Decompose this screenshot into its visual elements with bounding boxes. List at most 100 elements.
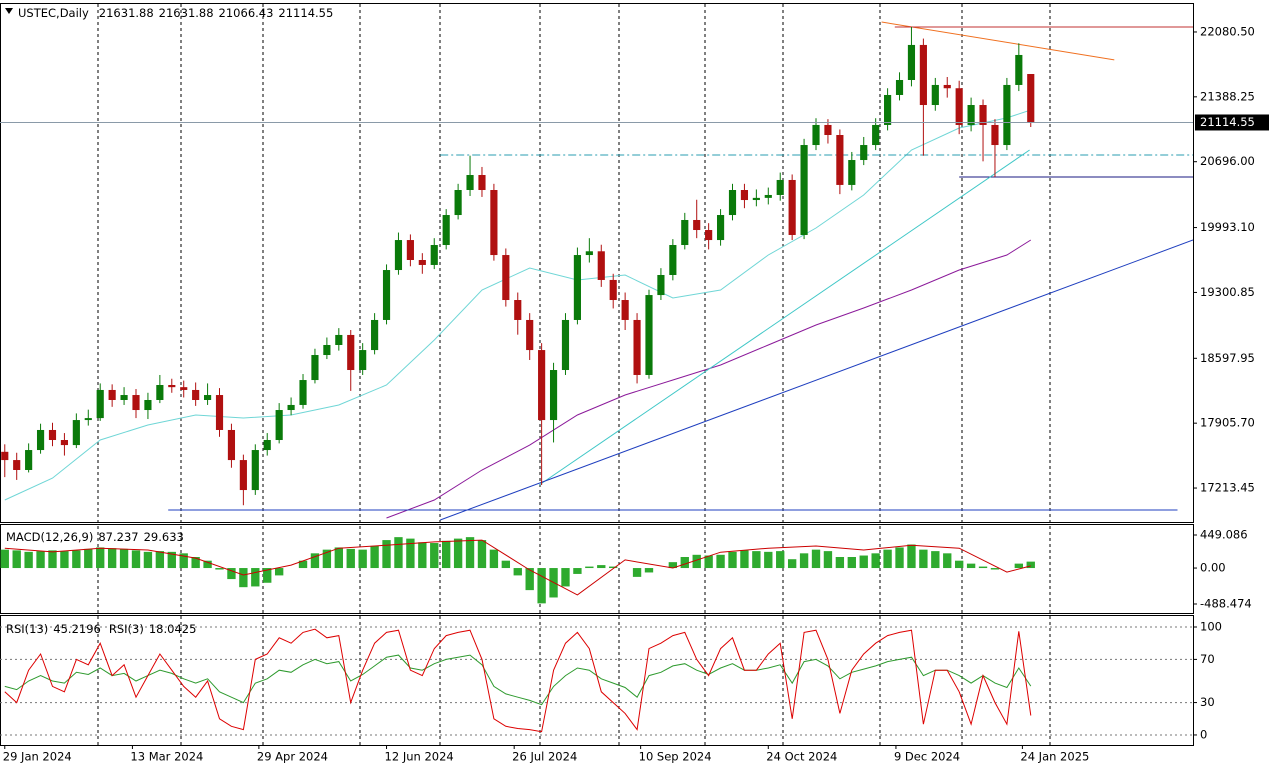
- y-tick-label: 449.086: [1200, 528, 1248, 542]
- indicator-value: 87.237: [98, 530, 138, 544]
- candle-body: [263, 440, 271, 451]
- pane-plot: [0, 21, 1193, 521]
- candle-body: [514, 300, 522, 320]
- macd-bar: [644, 568, 654, 573]
- indicator-value: 29.633: [144, 530, 184, 544]
- macd-bar: [895, 547, 904, 569]
- macd-bar: [60, 551, 69, 569]
- candle-body: [84, 418, 92, 421]
- y-tick-label: 22080.50: [1200, 24, 1255, 38]
- candle-body: [60, 440, 69, 446]
- x-tick-label: 26 Jul 2024: [512, 750, 577, 764]
- pane-plot: [0, 537, 1035, 604]
- candle-body: [215, 395, 224, 430]
- drawn-line: [538, 149, 1030, 486]
- x-tick-label: 29 Jan 2024: [3, 750, 72, 764]
- macd-bar: [358, 549, 367, 569]
- y-tick-label: 21388.25: [1200, 89, 1255, 103]
- candle-body: [991, 124, 999, 146]
- macd-bar: [835, 557, 845, 569]
- candle-body: [538, 350, 546, 421]
- rsi-pane-frame: [0, 615, 1194, 746]
- candle-body: [907, 44, 916, 80]
- candle-body: [490, 190, 498, 256]
- macd-bar: [465, 537, 475, 569]
- macd-bar: [251, 568, 260, 587]
- macd-bar: [24, 551, 33, 569]
- macd-bar: [274, 568, 284, 576]
- y-tick-label: 19993.10: [1200, 220, 1255, 234]
- y-tick-label: 17213.45: [1200, 481, 1255, 495]
- macd-bar: [776, 551, 785, 569]
- series-value: 18.0425: [149, 622, 197, 636]
- macd-bar: [573, 568, 582, 574]
- candle-body: [645, 295, 653, 375]
- macd-bar: [752, 551, 761, 569]
- candle-body: [347, 334, 355, 371]
- macd-bar: [954, 560, 964, 569]
- candle-body: [239, 460, 247, 491]
- macd-bar: [322, 549, 332, 569]
- candle-body: [36, 429, 45, 451]
- candle-body: [371, 319, 379, 351]
- macd-bar: [418, 542, 427, 569]
- candle-body: [132, 395, 140, 411]
- candle-body: [96, 389, 104, 419]
- x-tick-label: 24 Jan 2025: [1020, 750, 1089, 764]
- macd-bar: [370, 545, 379, 569]
- candle-body: [299, 380, 307, 405]
- candle-body: [275, 410, 283, 441]
- y-tick-label: 30: [1200, 695, 1215, 709]
- candle-body: [180, 387, 188, 390]
- macd-bar: [943, 553, 952, 569]
- candle-body: [788, 179, 796, 235]
- candle-body: [919, 44, 927, 106]
- y-tick-label: 19300.85: [1200, 285, 1255, 299]
- candle-body: [860, 145, 868, 161]
- macd-bar: [799, 553, 809, 569]
- macd-bar: [36, 551, 45, 569]
- x-tick-label: 12 Jun 2024: [385, 750, 454, 764]
- series-value: 45.2196: [53, 622, 101, 636]
- y-tick-label: 0.00: [1200, 561, 1226, 575]
- candle-body: [1003, 84, 1011, 146]
- indicator-header: MACD(12,26,9) 87.237 29.633: [6, 530, 184, 544]
- macd-bar: [453, 538, 463, 569]
- candle-body: [800, 145, 808, 235]
- y-tick-label: 18597.95: [1200, 351, 1255, 365]
- macd-bar: [72, 550, 81, 569]
- macd-bar: [1026, 561, 1035, 569]
- signal-line: [4, 539, 1031, 596]
- macd-bar: [716, 554, 725, 569]
- macd-bar: [919, 549, 928, 569]
- macd-bar: [406, 538, 415, 569]
- macd-bar: [477, 540, 487, 569]
- macd-bar: [680, 557, 689, 569]
- macd-bar: [740, 550, 749, 569]
- candle-body: [824, 124, 832, 135]
- macd-bar: [107, 548, 117, 569]
- candle-body: [359, 350, 367, 371]
- macd-bar: [585, 566, 594, 569]
- menu-triangle[interactable]: [5, 8, 13, 14]
- current-price-label: 21114.55: [1200, 115, 1255, 129]
- macd-bar: [513, 568, 522, 576]
- macd-bar: [597, 565, 606, 569]
- macd-bar: [811, 549, 821, 569]
- candle-body: [430, 245, 438, 265]
- candle-body: [478, 175, 486, 191]
- macd-bar: [561, 568, 570, 587]
- macd-bar: [96, 547, 105, 569]
- candle-body: [561, 319, 570, 371]
- candle-body: [716, 215, 725, 241]
- rsi-line: [4, 628, 1032, 733]
- macd-bar: [119, 548, 129, 569]
- candle-body: [621, 300, 629, 320]
- x-tick-label: 13 Mar 2024: [130, 750, 203, 764]
- macd-bar: [764, 551, 773, 569]
- candle-body: [597, 251, 605, 280]
- candle-body: [454, 190, 462, 216]
- candle-body: [764, 194, 772, 198]
- candle-body: [335, 334, 343, 345]
- candle-body: [466, 175, 474, 191]
